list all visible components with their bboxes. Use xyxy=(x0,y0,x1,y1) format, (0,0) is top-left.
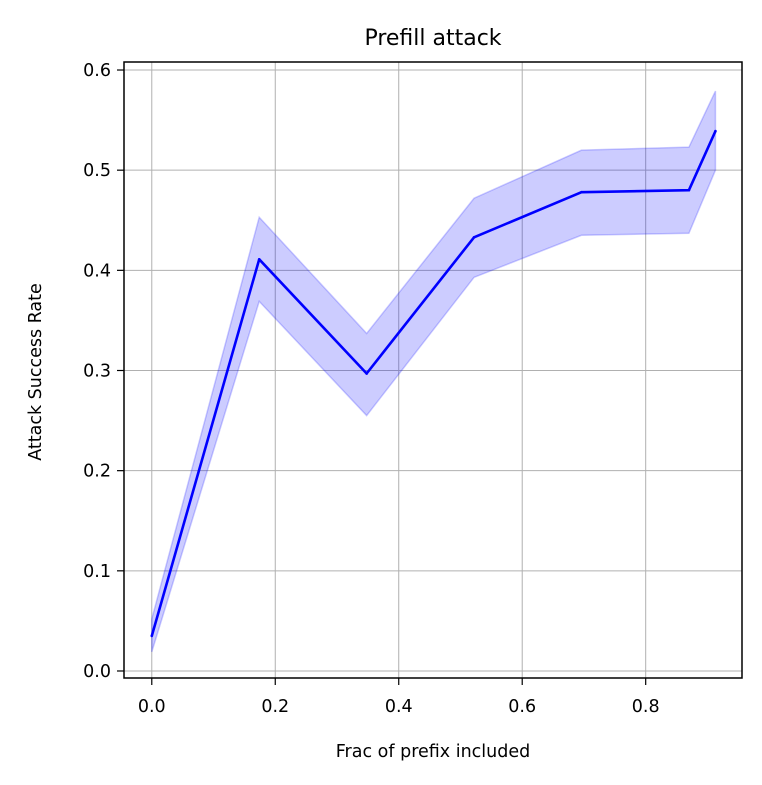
axis-ticks: 0.0 0.2 0.4 0.6 0.8 0.0 0.1 0.2 0.3 0.4 0.5 0.6 xyxy=(83,61,659,717)
y-tick-label: 0.6 xyxy=(83,61,111,81)
x-axis-label: Frac of prefix included xyxy=(336,742,530,762)
data-point xyxy=(714,129,717,133)
y-tick-label: 0.2 xyxy=(83,462,111,482)
x-tick-label: 0.2 xyxy=(261,697,289,717)
y-tick-label: 0.1 xyxy=(83,562,111,582)
data-point xyxy=(687,188,691,192)
x-tick-label: 0.6 xyxy=(508,697,536,717)
x-tick-label: 0.4 xyxy=(385,697,413,717)
data-point xyxy=(580,190,583,194)
x-tick-label: 0.0 xyxy=(138,697,166,717)
data-point xyxy=(257,258,261,261)
y-tick-label: 0.5 xyxy=(83,161,111,181)
x-tick-label: 0.8 xyxy=(632,697,660,717)
data-point xyxy=(365,372,368,375)
series-layer xyxy=(150,129,717,638)
y-tick-label: 0.3 xyxy=(83,362,111,382)
chart-title: Prefill attack xyxy=(364,26,501,51)
y-tick-label: 0.0 xyxy=(83,662,111,682)
grid-lines xyxy=(124,62,742,678)
y-tick-label: 0.4 xyxy=(83,261,111,281)
confidence-band-layer xyxy=(151,90,717,653)
y-axis-label: Attack Success Rate xyxy=(26,283,46,461)
data-point xyxy=(472,235,476,239)
confidence-band xyxy=(151,90,717,653)
data-point xyxy=(150,634,154,638)
